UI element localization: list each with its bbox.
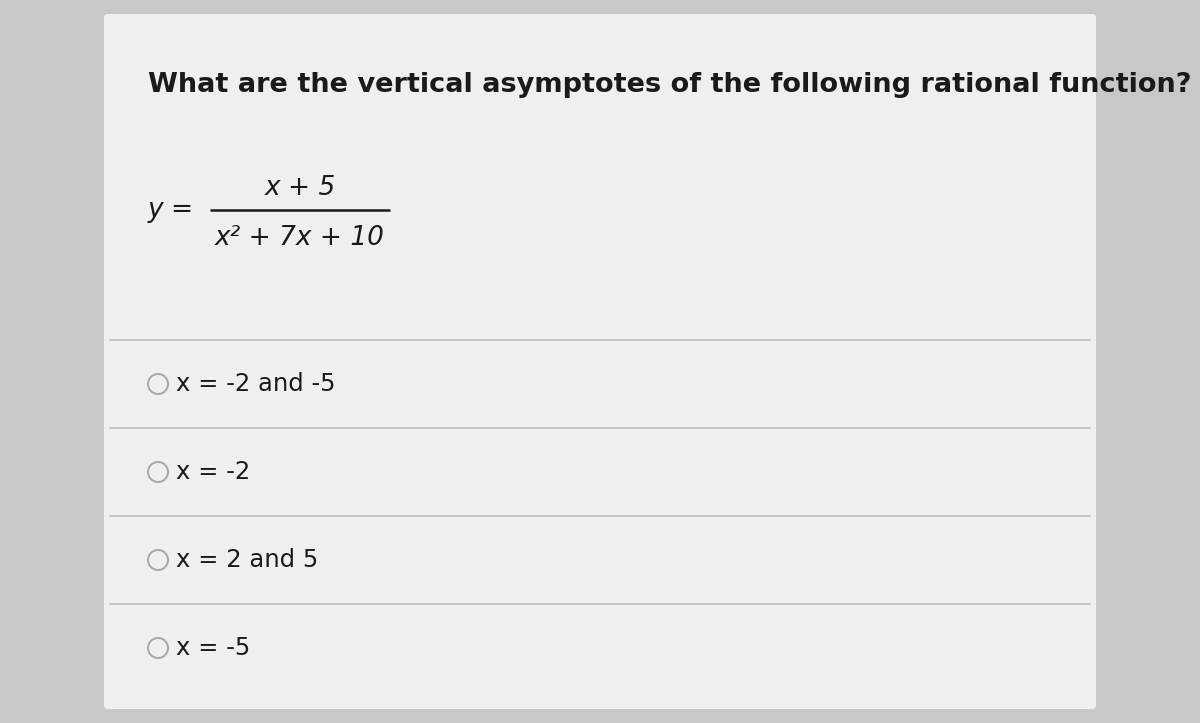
Text: What are the vertical asymptotes of the following rational function?: What are the vertical asymptotes of the …: [148, 72, 1192, 98]
Text: y =: y =: [148, 197, 194, 223]
Text: x² + 7x + 10: x² + 7x + 10: [215, 225, 385, 251]
Text: x = -2: x = -2: [176, 460, 251, 484]
Text: x = 2 and 5: x = 2 and 5: [176, 548, 318, 572]
Text: x = -2 and -5: x = -2 and -5: [176, 372, 336, 396]
Text: x = -5: x = -5: [176, 636, 251, 660]
FancyBboxPatch shape: [104, 14, 1096, 709]
Text: x + 5: x + 5: [264, 175, 336, 201]
